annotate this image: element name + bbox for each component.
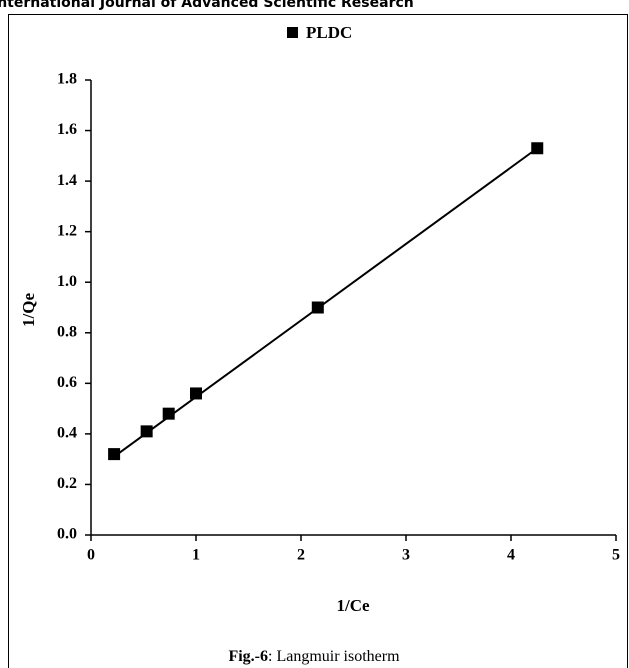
y-tick-label: 0.4	[57, 425, 77, 442]
y-tick-label: 0.6	[57, 374, 77, 391]
point	[108, 448, 121, 461]
y-axis-label: 1/Qe	[19, 293, 38, 327]
legend-label: PLDC	[306, 23, 352, 42]
y-tick-label: 0.2	[57, 475, 77, 492]
caption-label: Fig.-6	[228, 648, 268, 665]
point	[311, 301, 324, 314]
y-tick-label: 0.8	[57, 323, 77, 340]
point	[190, 387, 202, 400]
x-tick-label: 5	[612, 547, 620, 564]
y-tick-label: 1.2	[57, 222, 77, 239]
y-tick-label: 0.0	[57, 526, 77, 543]
point	[162, 407, 175, 420]
caption: Fig.-6: Langmuir isotherm	[228, 648, 400, 665]
x-tick-label: 2	[297, 547, 305, 564]
y-tick-label: 1.6	[57, 121, 77, 138]
x-axis-label: 1/Ce	[336, 596, 370, 615]
y-tick-label: 1.4	[57, 172, 77, 189]
point	[531, 142, 544, 155]
journal-header: International Journal of Advanced Scient…	[0, 0, 414, 11]
y-tick-label: 1.0	[57, 273, 77, 290]
point	[140, 425, 153, 438]
x-tick-label: 4	[507, 547, 515, 564]
frame	[8, 14, 628, 668]
y-tick-label: 1.8	[57, 71, 77, 88]
x-tick-label: 0	[87, 547, 95, 564]
x-tick-label: 1	[192, 547, 200, 564]
trendline	[113, 147, 538, 458]
x-tick-label: 3	[402, 547, 410, 564]
caption-text: : Langmuir isotherm	[268, 648, 400, 665]
legend-marker	[287, 27, 298, 38]
